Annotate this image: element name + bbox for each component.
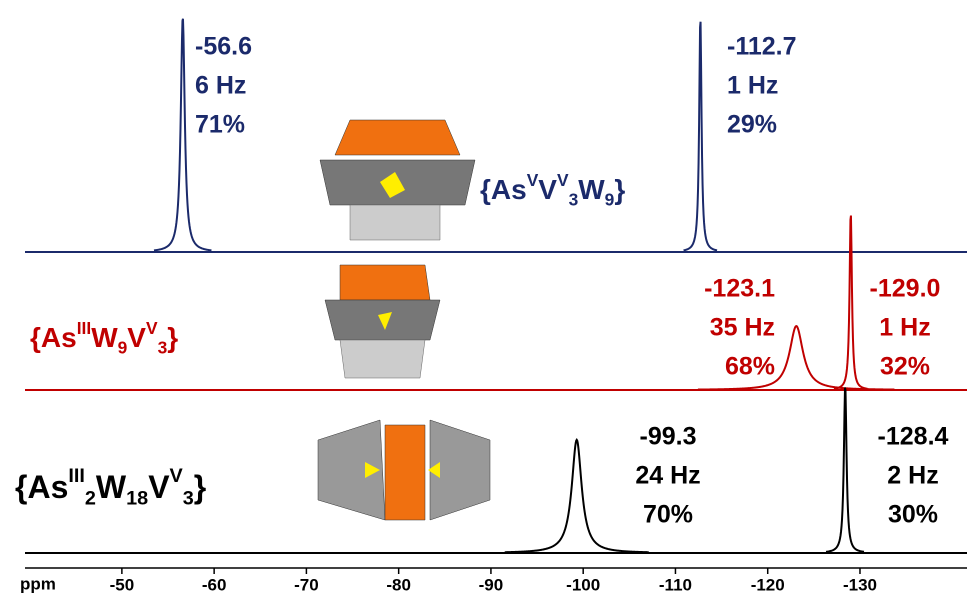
x-tick-label: -100 [566,575,600,594]
name-part: V [527,169,539,189]
structure-3 [317,419,491,521]
peak [825,387,865,553]
shift-label: -112.7 [727,33,797,61]
name-part: W [91,322,118,353]
name-part: 3 [183,488,194,510]
percent-label: 71% [195,111,245,139]
x-tick-label: -130 [843,575,877,594]
name-part: 2 [85,488,96,510]
name-part: V [148,469,170,505]
name-part: III [77,317,91,337]
x-tick-label: -60 [202,575,227,594]
name-part: V [557,169,569,189]
x-tick-label: -70 [294,575,319,594]
series-name: {AsVVV3W9} [480,169,625,209]
x-tick-label: -90 [479,575,504,594]
name-part: } [167,322,178,353]
width-label: 6 Hz [195,72,246,100]
percent-label: 29% [727,111,777,139]
percent-label: 30% [888,501,938,529]
shift-label: -56.6 [195,33,252,61]
x-tick-label: -50 [110,575,135,594]
name-part: 9 [118,337,128,357]
x-tick-label: -120 [751,575,785,594]
peak [697,324,895,391]
name-part: 18 [126,488,148,510]
name-part: 3 [569,189,579,209]
name-part: 9 [605,189,615,209]
name-part: {As [480,174,527,205]
x-axis-label: ppm [20,574,56,593]
name-part: W [578,174,605,205]
peak [504,437,649,554]
peak [683,21,718,252]
name-part: } [614,174,625,205]
shift-label: -128.4 [878,423,949,451]
width-label: 24 Hz [635,462,700,490]
name-part: V [538,174,557,205]
x-tick-label: -80 [386,575,411,594]
shift-label: -99.3 [640,423,697,451]
percent-label: 32% [880,353,930,381]
name-part: V [127,322,146,353]
percent-label: 70% [643,501,693,529]
peak [153,18,212,252]
peak [833,215,868,390]
name-part: W [96,469,127,505]
series-name: {AsIIIW9VV3} [30,317,178,357]
x-tick-label: -110 [659,575,692,594]
shift-label: -129.0 [870,275,941,303]
shift-label: -123.1 [704,275,775,303]
name-part: 3 [158,337,168,357]
name-part: {As [15,469,68,505]
series-name: {AsIII2W18VV3} [15,465,206,509]
percent-label: 68% [725,353,775,381]
structure-1 [319,119,476,241]
name-part: V [170,465,184,487]
name-part: V [146,317,158,337]
name-part: } [194,469,206,505]
name-part: {As [30,322,77,353]
name-part: III [68,465,85,487]
width-label: 1 Hz [727,72,778,100]
width-label: 2 Hz [887,462,938,490]
width-label: 1 Hz [879,314,930,342]
structure-2 [324,264,441,379]
width-label: 35 Hz [710,314,775,342]
